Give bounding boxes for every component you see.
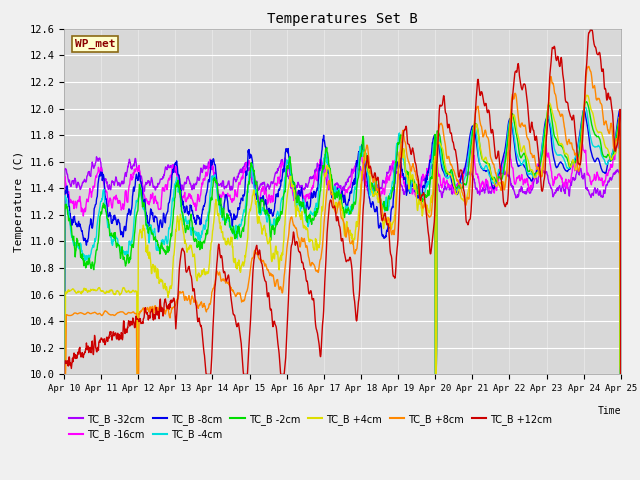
TC_B -32cm [184, 174, 192, 180]
TC_B -2cm [170, 203, 178, 209]
TC_B +8cm [617, 372, 625, 377]
TC_B +8cm [585, 63, 593, 69]
TC_B -16cm [617, 372, 625, 377]
TC_B +8cm [60, 372, 68, 377]
TC_B -32cm [502, 169, 509, 175]
Line: TC_B -16cm: TC_B -16cm [64, 143, 621, 374]
TC_B +4cm [617, 372, 625, 377]
TC_B -2cm [246, 169, 254, 175]
TC_B -16cm [184, 196, 191, 202]
TC_B -8cm [429, 140, 436, 145]
TC_B -4cm [551, 147, 559, 153]
TC_B -32cm [246, 167, 254, 172]
TC_B +4cm [60, 372, 68, 377]
Line: TC_B -2cm: TC_B -2cm [64, 102, 621, 374]
TC_B +12cm [246, 326, 254, 332]
TC_B -16cm [502, 152, 509, 158]
Text: Time: Time [597, 406, 621, 416]
Line: TC_B -4cm: TC_B -4cm [64, 107, 621, 374]
TC_B +8cm [184, 296, 191, 302]
TC_B -4cm [246, 169, 254, 175]
TC_B -16cm [246, 163, 254, 168]
TC_B +12cm [551, 44, 559, 50]
TC_B +12cm [60, 372, 68, 377]
TC_B -16cm [429, 145, 436, 151]
Line: TC_B -8cm: TC_B -8cm [64, 109, 621, 374]
TC_B +8cm [170, 304, 178, 310]
TC_B -16cm [551, 176, 559, 181]
TC_B +8cm [429, 196, 436, 202]
TC_B -32cm [60, 372, 68, 377]
TC_B -8cm [184, 209, 191, 215]
TC_B -4cm [582, 104, 589, 110]
TC_B -32cm [171, 166, 179, 172]
TC_B -2cm [60, 372, 68, 377]
Line: TC_B +8cm: TC_B +8cm [64, 66, 621, 374]
TC_B -16cm [60, 372, 68, 377]
Line: TC_B +4cm: TC_B +4cm [64, 95, 621, 374]
TC_B -8cm [617, 372, 625, 377]
TC_B +4cm [429, 190, 436, 196]
TC_B -2cm [551, 134, 559, 140]
TC_B +4cm [502, 178, 509, 183]
TC_B +12cm [429, 232, 436, 238]
TC_B +8cm [246, 268, 254, 274]
TC_B +4cm [184, 247, 191, 252]
TC_B -2cm [582, 99, 590, 105]
Title: Temperatures Set B: Temperatures Set B [267, 12, 418, 26]
TC_B +12cm [170, 297, 178, 302]
TC_B +8cm [502, 180, 509, 186]
TC_B -4cm [429, 149, 436, 155]
TC_B -8cm [551, 158, 559, 164]
TC_B -2cm [184, 227, 191, 232]
TC_B -4cm [184, 221, 191, 227]
Line: TC_B +12cm: TC_B +12cm [64, 29, 621, 374]
TC_B -2cm [502, 157, 509, 163]
Text: WP_met: WP_met [75, 39, 116, 49]
Line: TC_B -32cm: TC_B -32cm [64, 157, 621, 374]
TC_B -8cm [170, 163, 178, 169]
TC_B +12cm [617, 372, 625, 377]
TC_B -2cm [617, 372, 625, 377]
TC_B -4cm [60, 372, 68, 377]
TC_B -4cm [170, 185, 178, 191]
TC_B -32cm [551, 191, 559, 196]
TC_B -8cm [502, 144, 509, 149]
TC_B -32cm [429, 163, 437, 169]
TC_B -32cm [617, 372, 625, 377]
TC_B -2cm [429, 166, 436, 171]
TC_B +4cm [170, 249, 178, 255]
TC_B -8cm [246, 151, 254, 157]
Legend: TC_B -32cm, TC_B -16cm, TC_B -8cm, TC_B -4cm, TC_B -2cm, TC_B +4cm, TC_B +8cm, T: TC_B -32cm, TC_B -16cm, TC_B -8cm, TC_B … [69, 414, 552, 441]
TC_B -4cm [502, 153, 509, 159]
TC_B -32cm [93, 154, 100, 160]
TC_B +8cm [551, 90, 559, 96]
TC_B -16cm [614, 140, 621, 145]
TC_B +4cm [551, 118, 559, 124]
TC_B -8cm [60, 372, 68, 377]
Y-axis label: Temperature (C): Temperature (C) [13, 151, 24, 252]
TC_B +4cm [583, 92, 591, 98]
TC_B -4cm [617, 372, 625, 377]
TC_B +12cm [184, 267, 191, 273]
TC_B +12cm [587, 26, 595, 32]
TC_B -8cm [580, 107, 588, 112]
TC_B +4cm [246, 206, 254, 212]
TC_B +12cm [502, 204, 509, 209]
TC_B -16cm [170, 162, 178, 168]
